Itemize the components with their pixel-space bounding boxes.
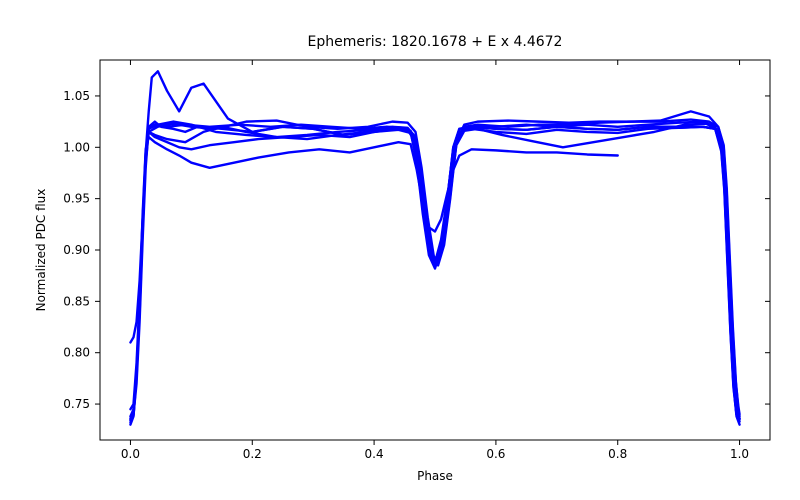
y-tick-label: 1.00	[63, 140, 90, 154]
x-tick-label: 0.6	[486, 447, 505, 461]
y-tick-label: 0.95	[63, 192, 90, 206]
x-tick-label: 0.0	[121, 447, 140, 461]
series-cycle2	[130, 127, 739, 419]
y-tick-label: 0.85	[63, 294, 90, 308]
x-axis-label: Phase	[417, 469, 453, 483]
y-axis-label: Normalized PDC flux	[34, 189, 48, 312]
x-tick-label: 0.8	[608, 447, 627, 461]
y-tick-label: 0.90	[63, 243, 90, 257]
y-tick-label: 0.80	[63, 346, 90, 360]
x-tick-label: 1.0	[730, 447, 749, 461]
y-tick-label: 0.75	[63, 397, 90, 411]
series-cycle5	[130, 124, 739, 421]
series-cycle3	[130, 137, 617, 409]
x-tick-label: 0.4	[365, 447, 384, 461]
chart-title: Ephemeris: 1820.1678 + E x 4.4672	[308, 34, 563, 50]
x-tick-label: 0.2	[243, 447, 262, 461]
data-series	[130, 71, 739, 424]
chart-svg: Ephemeris: 1820.1678 + E x 4.4672 0.0 0.2…	[0, 0, 800, 500]
y-tick-label: 1.05	[63, 89, 90, 103]
light-curve-chart: Ephemeris: 1820.1678 + E x 4.4672 0.0 0.2…	[0, 0, 800, 500]
series-cycle4	[130, 122, 739, 423]
